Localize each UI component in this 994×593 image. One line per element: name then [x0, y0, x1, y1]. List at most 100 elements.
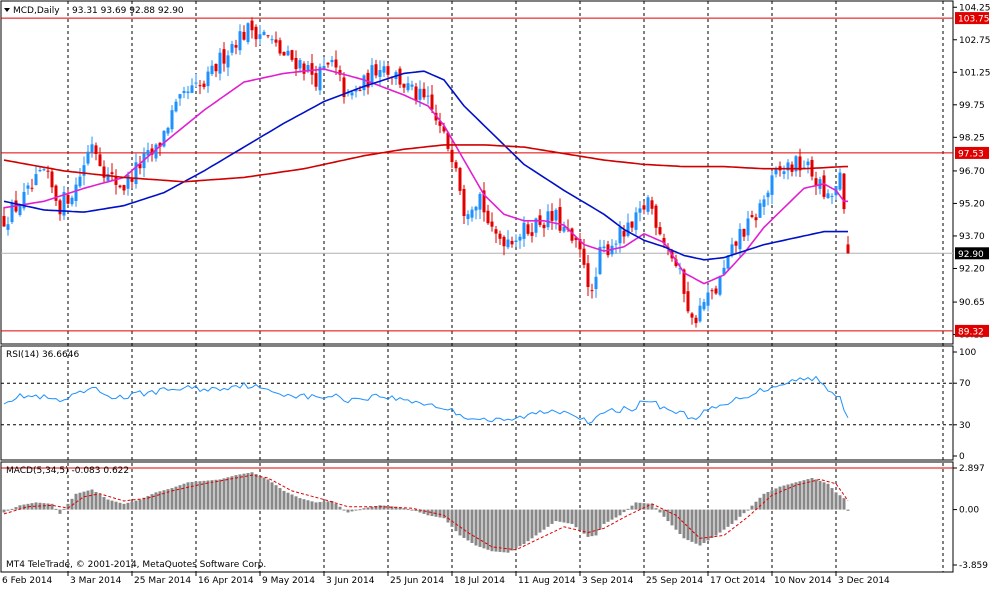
candle-body [186, 91, 190, 93]
macd-bar [354, 509, 358, 511]
macd-bar [10, 508, 14, 510]
rsi-pane[interactable] [0, 345, 954, 461]
macd-bar [194, 481, 198, 510]
candle [162, 130, 166, 148]
candle-body [374, 64, 378, 76]
macd-bar [330, 500, 334, 510]
candle [698, 297, 702, 323]
candle-body [38, 170, 42, 172]
candle [746, 210, 750, 242]
candle-body [118, 185, 122, 188]
macd-bar [554, 509, 558, 522]
time-tick-label: 3 Sep 2014 [582, 576, 634, 586]
candle [54, 184, 58, 207]
candle [290, 49, 294, 62]
candle-body [582, 248, 586, 265]
macd-bar [146, 495, 150, 510]
candle-body [78, 176, 82, 187]
candle-body [762, 199, 766, 207]
macd-bar [694, 509, 698, 544]
collapse-triangle-icon[interactable] [4, 8, 10, 12]
candle-body [678, 268, 682, 270]
candle-body [546, 211, 550, 228]
candle-body [410, 84, 414, 87]
candle-body [446, 132, 450, 149]
macd-bar [822, 482, 826, 510]
candle-body [62, 192, 66, 216]
candle-body [786, 162, 790, 171]
time-tick-label: 18 Jul 2014 [454, 576, 505, 586]
candle [626, 213, 630, 238]
candle [714, 285, 718, 295]
macd-bar [846, 509, 850, 511]
candle [654, 203, 658, 236]
candle-body [366, 72, 370, 88]
macd-bar [66, 503, 70, 510]
macd-bar [278, 488, 282, 510]
macd-bar [782, 485, 786, 510]
candle [158, 142, 162, 156]
price-pane[interactable] [0, 0, 954, 345]
candle [558, 198, 562, 234]
macd-bar [106, 499, 110, 510]
candle-body [42, 169, 46, 171]
candle [178, 93, 182, 106]
macd-bar [490, 509, 494, 552]
macd-bar [570, 509, 574, 524]
macd-bar [542, 509, 546, 530]
candle [798, 148, 802, 177]
candle [502, 235, 506, 256]
candle [726, 255, 730, 271]
macd-bar [682, 509, 686, 539]
candle [682, 268, 686, 303]
macd-bar [654, 508, 658, 510]
time-tick-label: 25 Sep 2014 [646, 576, 703, 586]
candle-body [354, 89, 358, 92]
candle-body [122, 185, 126, 191]
candle [106, 167, 110, 182]
candle-body [722, 267, 726, 275]
candle [830, 193, 834, 205]
candle [30, 178, 34, 192]
candle [6, 216, 10, 236]
candle-body [114, 176, 118, 185]
candle [846, 236, 850, 254]
candle [98, 147, 102, 167]
candle-body [378, 70, 382, 77]
candle [718, 275, 722, 297]
macd-bar [158, 491, 162, 510]
macd-bar [562, 509, 566, 523]
macd-axis: 2.897 0.00 -3.859 [953, 464, 988, 571]
macd-bar [46, 503, 50, 510]
macd-bar [742, 509, 746, 514]
rsi-tick-label: 30 [959, 421, 971, 431]
macd-bar [814, 479, 818, 510]
macd-bar [290, 494, 294, 510]
macd-bar [242, 473, 246, 510]
candle-body [246, 23, 250, 42]
candle-body [522, 222, 526, 239]
candle [262, 29, 266, 36]
macd-bar [250, 472, 254, 510]
macd-bar [414, 509, 418, 512]
candle-body [742, 228, 746, 237]
macd-bar [494, 509, 498, 552]
candle [186, 85, 190, 100]
candle [754, 213, 758, 228]
candle-body [462, 188, 466, 217]
macd-bar [282, 490, 286, 510]
macd-bar [802, 480, 806, 510]
candle [70, 195, 74, 207]
level-tag-label: 103.75 [958, 15, 990, 25]
macd-bar [462, 509, 466, 538]
macd-bar [446, 509, 450, 523]
macd-bar [670, 509, 674, 526]
macd-bar [426, 509, 430, 516]
candle [706, 284, 710, 312]
macd-bar [518, 509, 522, 547]
candle [330, 55, 334, 67]
level-tag-box [955, 146, 989, 159]
macd-bar [286, 492, 290, 510]
candle-body [342, 77, 346, 98]
